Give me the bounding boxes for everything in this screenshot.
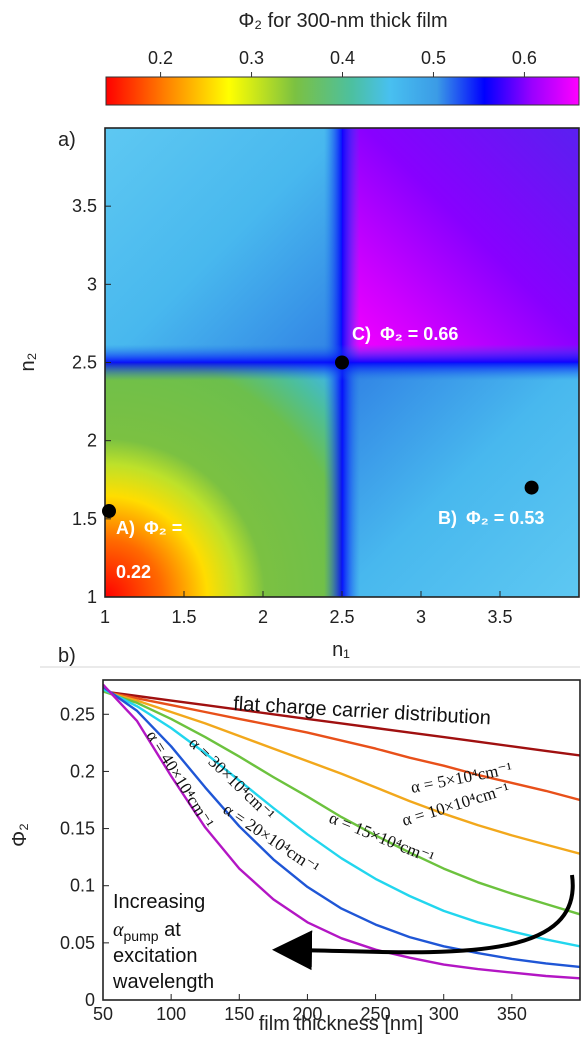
heatmap-x-tick-label: 3 xyxy=(416,607,426,627)
point-a-label: A) Φ₂ = xyxy=(116,518,182,538)
heatmap-y-tick-label: 2.5 xyxy=(72,353,97,373)
colorbar-ticks: 0.2 0.3 0.4 0.5 0.6 xyxy=(148,48,537,77)
line-x-label: film thickness [nm] xyxy=(259,1013,423,1035)
colorbar-title: Φ₂ for 300-nm thick film xyxy=(238,10,447,32)
heatmap-plot: 1 1.5 2 2.5 3 3.5 1 1.5 2 2.5 3 3.5 n₁ n₂ A) Φ₂ = … xyxy=(17,127,580,661)
line-x-tick-label: 250 xyxy=(361,1004,391,1024)
line-y-ticks: 0 0.05 0.1 0.15 0.2 0.25 xyxy=(60,704,109,1010)
heatmap-x-label: n₁ xyxy=(332,639,350,661)
heatmap-point-c xyxy=(335,355,349,370)
point-c-label: C) Φ₂ = 0.66 xyxy=(352,324,458,344)
line-y-tick-label: 0.2 xyxy=(70,761,95,781)
increasing-line-1: Increasing xyxy=(113,891,205,913)
line-y-tick-label: 0.15 xyxy=(60,819,95,839)
line-y-tick-label: 0.05 xyxy=(60,933,95,953)
line-y-label: Φ₂ xyxy=(9,823,31,847)
increasing-line-3: excitation xyxy=(113,945,198,967)
flat-distribution-label: flat charge carrier distribution xyxy=(233,693,492,729)
heatmap-x-ticks: 1 1.5 2 2.5 3 3.5 xyxy=(100,591,513,627)
heatmap-y-tick-label: 1.5 xyxy=(72,509,97,529)
line-x-tick-label: 200 xyxy=(292,1004,322,1024)
heatmap-x-tick-label: 1.5 xyxy=(171,607,196,627)
line-y-tick-label: 0 xyxy=(85,990,95,1010)
colorbar-tick-label: 0.2 xyxy=(148,48,173,68)
line-series-3 xyxy=(103,690,580,916)
line-x-tick-label: 100 xyxy=(156,1004,186,1024)
heatmap-x-tick-label: 2.5 xyxy=(329,607,354,627)
heatmap-region-high-high xyxy=(342,128,579,363)
point-b-phi: Φ₂ = 0.53 xyxy=(466,508,544,528)
line-series-1 xyxy=(103,690,580,802)
colorbar-tick-label: 0.4 xyxy=(330,48,355,68)
heatmap-x-tick-label: 1 xyxy=(100,607,110,627)
line-x-tick-label: 150 xyxy=(224,1004,254,1024)
line-x-ticks: 50 100 150 200 250 300 350 xyxy=(93,994,527,1024)
heatmap-region-high-low xyxy=(342,362,579,597)
heatmap-y-tick-label: 3 xyxy=(87,274,97,294)
heatmap-y-tick-label: 3.5 xyxy=(72,196,97,216)
point-b-id: B) xyxy=(438,508,457,528)
colorbar-tick-label: 0.5 xyxy=(421,48,446,68)
increasing-arrow xyxy=(272,874,575,971)
point-a-value: 0.22 xyxy=(116,562,151,582)
heatmap-point-b xyxy=(524,480,539,495)
increasing-at: at xyxy=(159,919,182,941)
panel-b-label: b) xyxy=(58,645,76,667)
heatmap-y-ticks: 1 1.5 2 2.5 3 3.5 xyxy=(72,196,111,607)
colorbar: Φ₂ for 300-nm thick film 0.2 0.3 0.4 0.5 0.6 xyxy=(105,10,580,106)
point-a-phi: Φ₂ = xyxy=(144,518,182,538)
point-a-id: A) xyxy=(116,518,135,538)
heatmap-y-label: n₂ xyxy=(17,353,39,372)
line-plot-frame xyxy=(102,679,581,1001)
increasing-line-2: αpump at xyxy=(113,919,181,944)
line-y-tick-label: 0.1 xyxy=(70,876,95,896)
colorbar-gradient xyxy=(105,76,580,106)
colorbar-tick-label: 0.3 xyxy=(239,48,264,68)
panel-a-label: a) xyxy=(58,129,76,151)
line-series-group xyxy=(103,683,580,980)
line-series-2 xyxy=(103,690,580,855)
heatmap-point-a xyxy=(102,504,116,519)
heatmap-region-low-high xyxy=(105,128,342,363)
colorbar-tick-label: 0.6 xyxy=(512,48,537,68)
line-x-tick-label: 50 xyxy=(93,1004,113,1024)
point-c-phi: Φ₂ = 0.66 xyxy=(380,324,458,344)
heatmap-y-tick-label: 1 xyxy=(87,587,97,607)
line-x-tick-label: 350 xyxy=(497,1004,527,1024)
heatmap-y-tick-label: 2 xyxy=(87,431,97,451)
increasing-sub: pump xyxy=(124,928,159,944)
increasing-alpha: α xyxy=(113,919,124,941)
heatmap-x-tick-label: 3.5 xyxy=(487,607,512,627)
line-x-tick-label: 300 xyxy=(429,1004,459,1024)
heatmap-x-tick-label: 2 xyxy=(258,607,268,627)
line-plot: 50 100 150 200 250 300 350 0 0.05 0.1 0.15 0.2 0.25… xyxy=(9,679,581,1035)
heatmap-points xyxy=(102,355,539,519)
line-series-6 xyxy=(103,683,580,980)
line-y-tick-label: 0.25 xyxy=(60,704,95,724)
line-series-5 xyxy=(103,685,580,969)
line-series-4 xyxy=(103,688,580,948)
increasing-line-4: wavelength xyxy=(112,971,214,993)
point-c-id: C) xyxy=(352,324,371,344)
point-b-label: B) Φ₂ = 0.53 xyxy=(438,508,544,528)
heatmap-region-low-low xyxy=(105,362,342,597)
line-series-0 xyxy=(103,690,580,757)
